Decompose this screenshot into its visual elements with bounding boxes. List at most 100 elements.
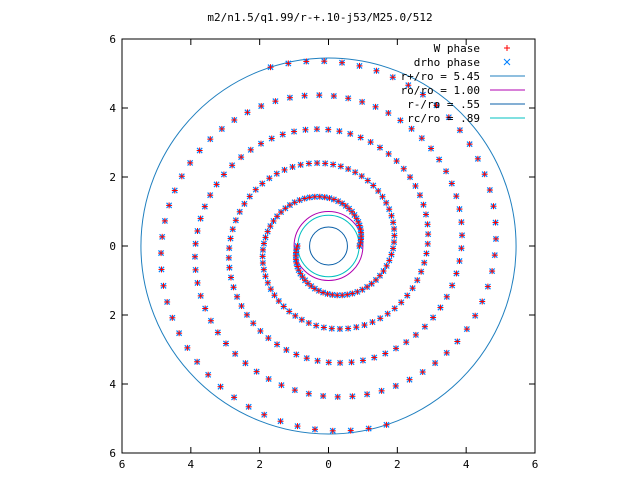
w-phase-point <box>194 279 201 286</box>
w-phase-point <box>274 213 281 220</box>
w-phase-point <box>275 298 282 305</box>
w-phase-point <box>207 317 214 324</box>
w-phase-point <box>259 246 266 253</box>
w-phase-point <box>266 175 273 182</box>
w-phase-point <box>398 299 405 306</box>
w-phase-point <box>243 311 250 318</box>
w-phase-point <box>368 280 375 287</box>
w-phase-point <box>236 208 243 215</box>
w-phase-point <box>325 359 332 366</box>
w-phase-point <box>282 205 289 212</box>
w-phase-point <box>383 262 390 269</box>
w-phase-point <box>191 253 198 260</box>
w-phase-point <box>390 219 397 226</box>
w-phase-point <box>359 286 366 293</box>
w-phase-point <box>286 94 293 101</box>
w-phase-point <box>292 256 299 263</box>
w-phase-point <box>336 325 343 332</box>
w-phase-point <box>339 59 346 66</box>
w-phase-point <box>406 376 413 383</box>
w-phase-point <box>294 423 301 430</box>
w-phase-point <box>403 339 410 346</box>
w-phase-point <box>286 202 293 209</box>
w-phase-point <box>267 223 274 230</box>
x-tick-label: 0 <box>325 458 332 471</box>
w-phase-point <box>453 193 460 200</box>
y-tick-label: 0 <box>109 240 116 253</box>
w-phase-point <box>370 182 377 189</box>
w-phase-point <box>264 228 271 235</box>
w-phase-point <box>404 292 411 299</box>
w-phase-point <box>314 357 321 364</box>
ring <box>140 57 517 435</box>
w-phase-point <box>301 92 308 99</box>
w-phase-point <box>349 393 356 400</box>
w-phase-point <box>456 127 463 134</box>
w-phase-point <box>388 251 395 258</box>
w-phase-point <box>308 283 315 290</box>
w-phase-point <box>320 324 327 331</box>
w-phase-point <box>286 308 293 315</box>
ring <box>309 226 348 266</box>
w-phase-point <box>305 390 312 397</box>
w-phase-point <box>289 163 296 170</box>
w-phase-point <box>347 130 354 137</box>
w-phase-point <box>412 331 419 338</box>
w-phase-point <box>356 62 363 69</box>
w-phase-point <box>443 349 450 356</box>
w-phase-point <box>259 260 266 267</box>
w-phase-point <box>226 264 233 271</box>
w-phase-point <box>283 346 290 353</box>
w-phase-point <box>214 329 221 336</box>
w-phase-point <box>253 368 260 375</box>
w-phase-point <box>490 203 497 210</box>
w-phase-point <box>376 272 383 279</box>
w-phase-point <box>348 208 355 215</box>
w-phase-point <box>408 125 415 132</box>
w-phase-point <box>322 160 329 167</box>
w-phase-point <box>281 166 288 173</box>
w-phase-point <box>346 205 353 212</box>
w-phase-point <box>303 355 310 362</box>
x-tick-label: 2 <box>256 458 263 471</box>
w-phase-point <box>238 154 245 161</box>
legend-label-ro: ro/ro = 1.00 <box>401 84 480 97</box>
w-phase-point <box>383 199 390 206</box>
w-phase-point <box>345 95 352 102</box>
w-phase-point <box>306 194 313 201</box>
w-phase-point <box>364 391 371 398</box>
w-phase-point <box>302 277 309 284</box>
w-phase-point <box>376 144 383 151</box>
w-phase-point <box>391 225 398 232</box>
x-tick-label: 6 <box>119 458 126 471</box>
legend-label-w-phase: W phase <box>434 42 480 55</box>
w-phase-point <box>231 394 238 401</box>
w-phase-point <box>418 135 425 142</box>
w-phase-point <box>311 193 318 200</box>
legend-label-rc: rc/ro = .89 <box>407 112 480 125</box>
w-phase-point <box>418 268 425 275</box>
w-phase-point <box>259 253 266 260</box>
w-phase-point <box>393 158 400 165</box>
w-phase-point <box>423 250 430 257</box>
w-phase-point <box>234 293 241 300</box>
w-phase-point <box>385 150 392 157</box>
w-phase-point <box>246 193 253 200</box>
w-phase-point <box>238 303 245 310</box>
w-phase-point <box>184 344 191 351</box>
w-phase-point <box>227 235 234 242</box>
w-phase-point <box>419 369 426 376</box>
w-phase-point <box>316 92 323 99</box>
w-phase-point <box>342 202 349 209</box>
w-phase-point <box>458 219 465 226</box>
w-phase-point <box>285 60 292 67</box>
w-phase-point <box>453 270 460 277</box>
w-phase-point <box>267 64 274 71</box>
w-phase-point <box>492 235 499 242</box>
w-phase-point <box>358 173 365 180</box>
w-phase-point <box>273 170 280 177</box>
w-phase-point <box>389 74 396 81</box>
w-phase-point <box>270 217 277 224</box>
w-phase-point <box>321 58 328 65</box>
w-phase-point <box>305 320 312 327</box>
